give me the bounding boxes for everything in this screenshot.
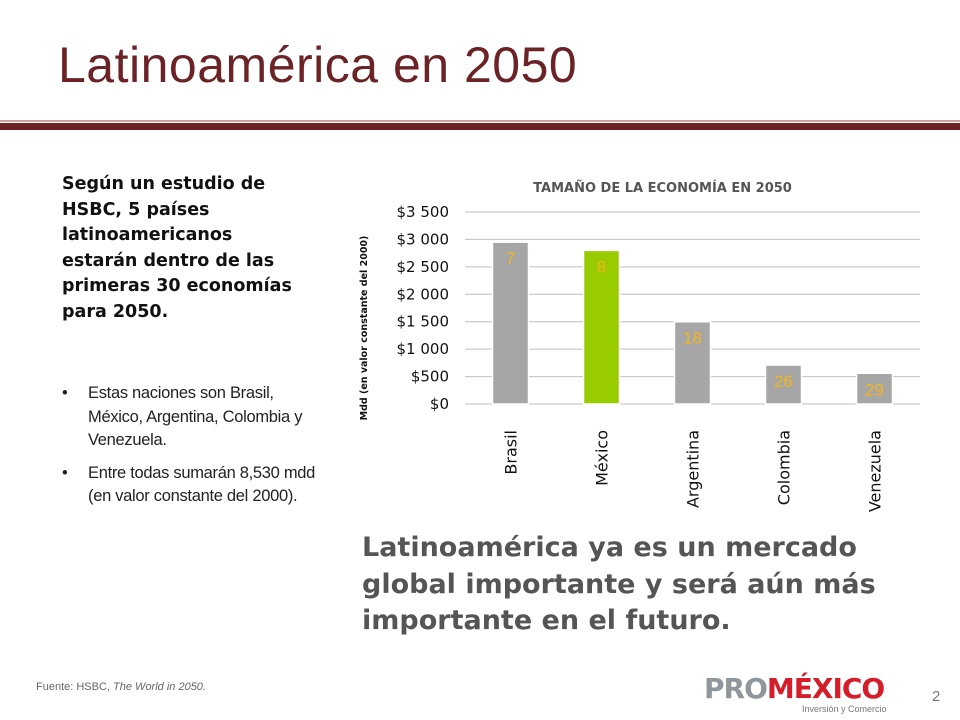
data-label: 7 [506, 249, 515, 268]
bullet-dot-icon: • [62, 384, 68, 402]
bullet-dot-icon: • [62, 463, 68, 482]
y-tick-label: $1 000 [397, 340, 450, 358]
x-category-label: Argentina [684, 430, 703, 508]
data-label: 29 [865, 380, 884, 399]
y-tick-label: $500 [411, 368, 449, 386]
y-tick-label: $3 500 [397, 203, 450, 221]
logo-pro: PRO [704, 672, 768, 705]
logo-mexico: MÉXICO [766, 672, 885, 705]
bullet-text: Estas naciones son Brasil, México, Argen… [88, 384, 303, 449]
x-category-label: México [593, 430, 612, 486]
page-number: 2 [932, 688, 941, 705]
source-note: Fuente: HSBC, The World in 2050. [36, 681, 206, 693]
source-prefix: Fuente: HSBC, [36, 681, 114, 693]
bar-brasil [491, 241, 530, 405]
intro-paragraph: Según un estudio de HSBC, 5 países latin… [62, 174, 292, 322]
title-divider-thick [0, 123, 960, 130]
y-tick-label: $3 000 [397, 230, 450, 248]
bullet-list: • Estas naciones son Brasil, México, Arge… [62, 382, 327, 518]
slide-title: Latinoamérica en 2050 [58, 37, 578, 93]
logo-wordmark: PROMÉXICO [704, 672, 885, 705]
y-axis-label: Mdd (en valor constante del 2000) [359, 236, 370, 421]
source-title: The World in 2050. [113, 681, 206, 693]
promexico-logo: PROMÉXICO Inversión y Comercio [704, 672, 894, 718]
x-category-label: Venezuela [866, 430, 885, 512]
data-label: 18 [683, 329, 702, 348]
y-tick-label: $2 000 [397, 285, 450, 303]
chart-title: TAMAÑO DE LA ECONOMÍA EN 2050 [533, 180, 792, 196]
bar-venezuela [855, 372, 894, 405]
bar-méxico [582, 249, 621, 405]
title-divider-thin [0, 120, 960, 122]
bar-argentina [673, 320, 712, 405]
y-tick-label: $0 [430, 395, 449, 413]
bullet-item: • Estas naciones son Brasil, México, Arge… [62, 382, 327, 453]
y-tick-label: $2 500 [397, 258, 450, 276]
economy-bar-chart: TAMAÑO DE LA ECONOMÍA EN 2050 $0 $500 $1 00… [359, 180, 920, 512]
logo-subtitle: Inversión y Comercio [802, 704, 887, 714]
bar-colombia [764, 364, 803, 405]
y-tick-label: $1 500 [397, 313, 450, 331]
x-category-label: Colombia [775, 430, 794, 505]
x-category-label: Brasil [502, 430, 521, 475]
data-label: 26 [774, 372, 793, 391]
data-label: 8 [597, 257, 606, 276]
bullet-text: Entre todas sumarán 8,530 mdd (en valor … [88, 463, 316, 506]
bullet-item: • Entre todas sumarán 8,530 mdd (en valor… [62, 462, 327, 509]
callout-text: Latinoamérica ya es un mercado global im… [362, 532, 876, 636]
